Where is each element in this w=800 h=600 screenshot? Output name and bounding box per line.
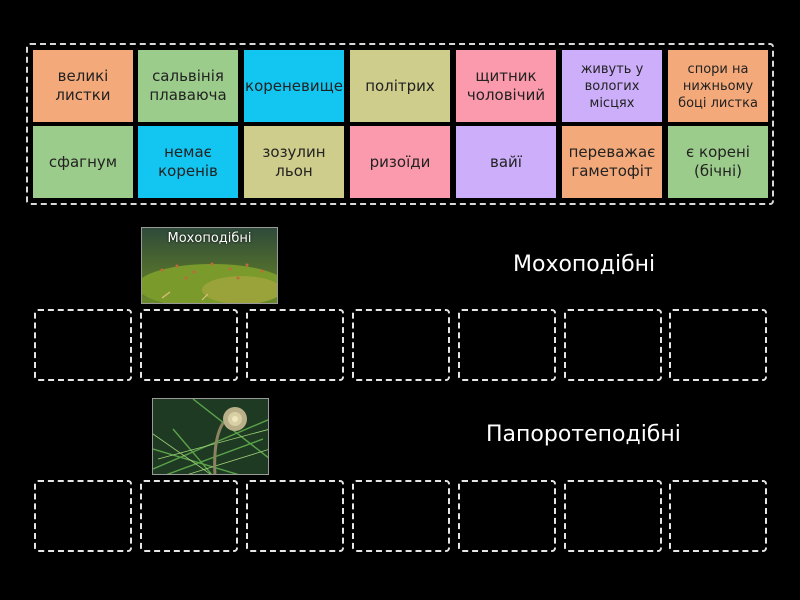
drop-slot[interactable] [352, 480, 450, 552]
drop-slot[interactable] [34, 309, 132, 381]
drop-slot[interactable] [34, 480, 132, 552]
card[interactable]: зозулин льон [244, 126, 344, 198]
card[interactable]: політрих [350, 50, 450, 122]
card[interactable]: сальвінія плаваюча [138, 50, 238, 122]
card[interactable]: ризоїди [350, 126, 450, 198]
fern-fiddlehead-photo-icon [153, 399, 268, 474]
drop-slot[interactable] [669, 480, 767, 552]
card[interactable]: кореневище [244, 50, 344, 122]
card[interactable]: немає коренів [138, 126, 238, 198]
moss-image: Мохоподібні [141, 227, 278, 304]
moss-image-caption: Мохоподібні [167, 231, 252, 246]
card[interactable]: вайї [456, 126, 556, 198]
group-title-fern: Папоротеподібні [486, 422, 681, 447]
drop-slot[interactable] [564, 309, 662, 381]
group-title-moss: Мохоподібні [513, 252, 656, 277]
card[interactable]: спори на нижньому боці листка [668, 50, 768, 122]
card[interactable]: сфагнум [33, 126, 133, 198]
drop-slot[interactable] [564, 480, 662, 552]
card-pool: великі листки сальвінія плаваюча кореневищ… [26, 43, 774, 205]
drop-slot[interactable] [352, 309, 450, 381]
drop-slot[interactable] [140, 309, 238, 381]
card[interactable]: є корені (бічні) [668, 126, 768, 198]
fern-image [152, 398, 269, 475]
drop-slot[interactable] [246, 309, 344, 381]
drop-slot[interactable] [458, 309, 556, 381]
drop-slot[interactable] [458, 480, 556, 552]
card[interactable]: щитник чоловічий [456, 50, 556, 122]
card[interactable]: переважає гаметофіт [562, 126, 662, 198]
card[interactable]: великі листки [33, 50, 133, 122]
drop-slot[interactable] [669, 309, 767, 381]
moss-photo-icon [142, 228, 277, 303]
drop-slot[interactable] [140, 480, 238, 552]
card[interactable]: живуть у вологих місцях [562, 50, 662, 122]
drop-slot[interactable] [246, 480, 344, 552]
